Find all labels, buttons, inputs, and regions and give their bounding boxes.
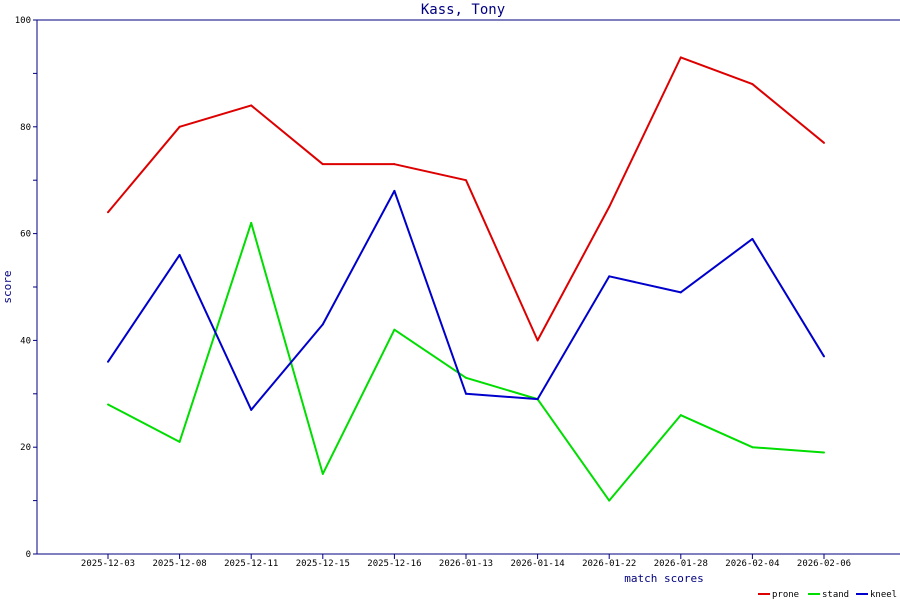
data-point-stand — [823, 451, 825, 454]
data-point-kneel — [393, 189, 396, 192]
data-point-prone — [321, 163, 324, 166]
x-axis-title: match scores — [624, 572, 703, 585]
y-axis: 0 20 40 60 80 100 — [15, 16, 37, 560]
legend-label-stand: stand — [822, 590, 849, 600]
data-point-kneel — [178, 253, 181, 256]
data-point-prone — [608, 205, 611, 208]
data-point-kneel — [465, 392, 467, 395]
y-tick-label: 0 — [26, 550, 31, 560]
data-point-stand — [321, 472, 324, 475]
data-point-prone — [465, 179, 467, 182]
data-point-prone — [107, 211, 109, 214]
y-tick-label: 100 — [15, 16, 31, 26]
data-point-stand — [608, 499, 611, 502]
data-point-stand — [679, 414, 682, 417]
data-point-stand — [107, 403, 109, 406]
x-tick-label: 2026-01-14 — [511, 559, 565, 569]
x-tick-label: 2026-01-13 — [439, 559, 493, 569]
data-point-stand — [178, 440, 181, 443]
data-point-kneel — [321, 323, 324, 326]
y-tick-label: 60 — [20, 230, 31, 240]
legend-label-kneel: kneel — [870, 590, 897, 600]
chart-title: Kass, Tony — [421, 2, 505, 18]
data-point-prone — [393, 163, 396, 166]
data-point-prone — [250, 104, 253, 107]
data-point-prone — [679, 56, 682, 59]
data-point-stand — [751, 446, 754, 449]
data-point-kneel — [823, 355, 825, 358]
x-tick-label: 2026-02-04 — [725, 559, 779, 569]
x-tick-label: 2025-12-16 — [367, 559, 421, 569]
data-point-kneel — [751, 237, 754, 240]
y-tick-label: 80 — [20, 123, 31, 133]
x-tick-label: 2026-01-22 — [582, 559, 636, 569]
y-tick-label: 20 — [20, 443, 31, 453]
x-tick-label: 2025-12-03 — [81, 559, 135, 569]
data-point-kneel — [250, 408, 253, 411]
data-point-kneel — [107, 360, 109, 363]
x-tick-label: 2025-12-11 — [224, 559, 278, 569]
data-point-kneel — [608, 275, 611, 278]
data-point-stand — [250, 221, 253, 224]
data-point-prone — [536, 339, 539, 342]
y-tick-label: 40 — [20, 336, 31, 346]
legend: prone stand kneel — [758, 590, 897, 600]
x-tick-label: 2025-12-08 — [153, 559, 207, 569]
series-line-prone — [107, 56, 825, 342]
data-point-kneel — [679, 291, 682, 294]
x-tick-label: 2025-12-15 — [296, 559, 350, 569]
data-point-kneel — [536, 398, 539, 401]
x-tick-label: 2026-01-28 — [654, 559, 708, 569]
series-lines — [107, 56, 825, 502]
x-tick-label: 2026-02-06 — [797, 559, 851, 569]
data-point-prone — [178, 125, 181, 128]
data-point-prone — [823, 141, 825, 144]
data-point-stand — [393, 328, 396, 331]
legend-label-prone: prone — [772, 590, 799, 600]
data-point-prone — [751, 83, 754, 86]
x-axis: 2025-12-03 2025-12-08 2025-12-11 2025-12-15… — [81, 554, 851, 569]
data-point-stand — [465, 376, 467, 379]
y-axis-title: score — [1, 270, 14, 303]
